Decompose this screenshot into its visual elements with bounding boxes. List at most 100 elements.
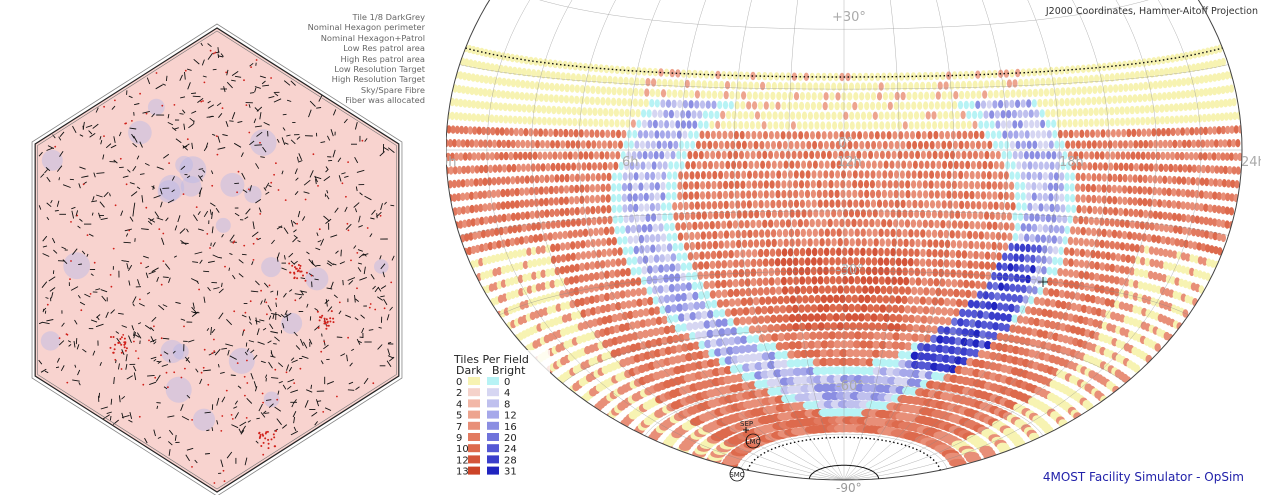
field-tile [1042, 172, 1048, 181]
field-tile [956, 240, 963, 249]
field-tile [804, 257, 811, 266]
field-tile [676, 150, 682, 160]
fiber-line [115, 331, 120, 334]
field-tile [805, 322, 812, 331]
field-tile [1001, 79, 1007, 89]
field-tile [583, 273, 590, 282]
field-tile [971, 290, 978, 299]
fiber-line [156, 217, 164, 221]
field-tile [623, 76, 629, 86]
field-tile [812, 140, 818, 150]
field-tile [693, 251, 699, 261]
field-tile [1005, 313, 1013, 323]
field-tile [541, 116, 547, 126]
field-tile [643, 130, 649, 139]
fiber-line [324, 407, 332, 411]
field-tile [540, 221, 546, 230]
field-tile [754, 325, 762, 334]
field-tile [798, 131, 804, 140]
field-tile [799, 101, 805, 111]
field-tile [1137, 174, 1143, 183]
field-tile [750, 219, 756, 229]
legend-line: Nominal Hexagon+Patrol [320, 32, 425, 43]
field-tile [1163, 163, 1169, 173]
fiber-line [297, 240, 301, 243]
field-tile [702, 160, 708, 170]
field-tile [646, 161, 652, 170]
field-tile [801, 313, 809, 322]
fiber-line [138, 302, 145, 307]
field-tile [817, 247, 824, 257]
field-tile [1082, 316, 1089, 326]
field-tile [637, 309, 644, 318]
field-tile [1072, 314, 1079, 323]
field-tile [742, 81, 748, 90]
field-tile [1001, 232, 1007, 241]
field-tile [773, 121, 779, 130]
field-tile [1141, 128, 1147, 137]
field-tile [1059, 225, 1065, 234]
field-tile [929, 170, 935, 179]
field-tile [920, 248, 926, 258]
field-tile [554, 208, 560, 217]
field-tile [1081, 304, 1088, 314]
fiber-line [50, 292, 54, 299]
fiber-line [96, 314, 101, 319]
field-tile [896, 82, 902, 91]
fiber-line [278, 380, 283, 384]
fiber-line [40, 368, 47, 373]
field-tile [1069, 183, 1075, 192]
field-tile [526, 223, 532, 232]
field-tile [851, 131, 857, 140]
target-dot [200, 100, 203, 103]
target-dot [256, 237, 258, 240]
field-tile [758, 200, 764, 209]
field-tile [895, 160, 901, 169]
field-tile [613, 161, 619, 171]
field-tile [686, 342, 695, 351]
target-dot [252, 242, 255, 245]
fiber-line [92, 123, 99, 129]
field-tile [592, 107, 598, 117]
target-dot [162, 260, 165, 262]
field-tile [931, 229, 938, 238]
field-tile [1143, 140, 1149, 149]
field-tile [491, 89, 497, 98]
field-tile [1171, 250, 1178, 259]
field-tile [680, 262, 687, 271]
field-tile [703, 221, 710, 230]
fiber-line [333, 294, 338, 299]
field-tile [652, 68, 659, 77]
field-tile [723, 230, 730, 239]
field-tile [574, 263, 580, 272]
field-tile [915, 238, 921, 248]
target-dot [131, 120, 133, 122]
field-tile [620, 151, 626, 160]
field-tile [752, 190, 758, 199]
fiber-line [132, 365, 137, 372]
field-tile [1088, 107, 1094, 117]
field-tile [878, 82, 884, 91]
field-tile [976, 201, 982, 210]
field-tile [789, 209, 795, 218]
field-tile [537, 233, 544, 242]
target-dot [231, 418, 234, 420]
field-tile [696, 161, 702, 170]
field-tile [799, 189, 805, 199]
field-tile [1065, 140, 1071, 149]
field-tile [639, 172, 645, 181]
field-tile [571, 162, 577, 171]
fiber-line [283, 255, 286, 260]
field-tile [922, 72, 928, 81]
field-tile [843, 285, 850, 294]
field-tile [860, 160, 866, 169]
fiber-line [132, 142, 138, 148]
field-tile [683, 312, 691, 322]
field-tile [765, 81, 772, 91]
fiber-line [338, 310, 342, 315]
fiber-line [268, 184, 272, 188]
field-tile [830, 322, 838, 331]
field-tile [941, 200, 947, 209]
field-tile [622, 246, 629, 256]
field-tile [1033, 296, 1040, 306]
